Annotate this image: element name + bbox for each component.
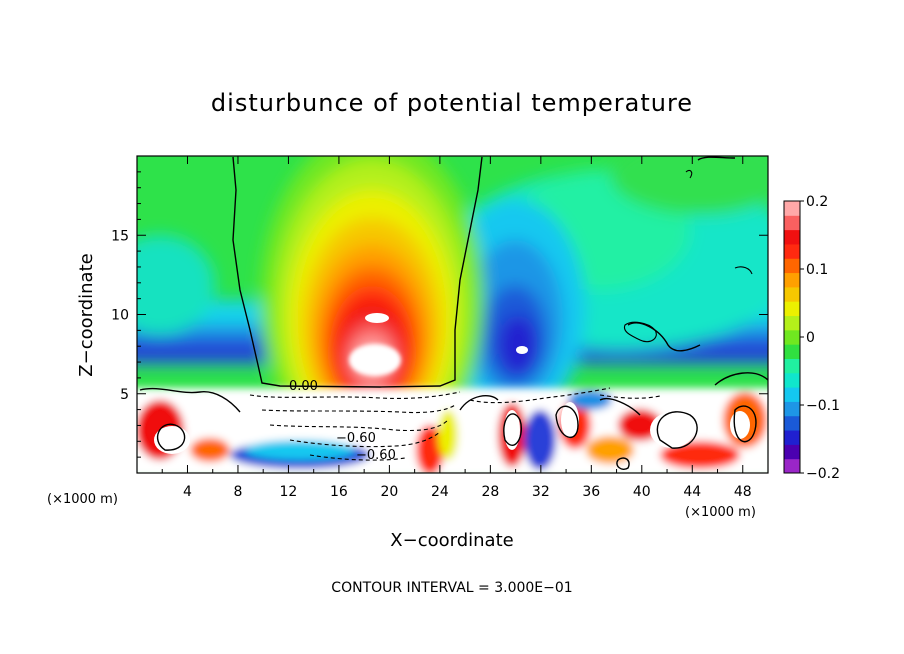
x-tick-label: 32: [532, 484, 550, 500]
colorbar-tick-label: −0.2: [806, 466, 840, 482]
x-tick-label: 36: [582, 484, 600, 500]
x-tick-label: 28: [481, 484, 499, 500]
contour-label-neg1: −0.60: [336, 431, 376, 446]
colorbar-swatch: [784, 387, 800, 402]
temperature-field: [137, 156, 768, 473]
contour-label-zero: 0.00: [289, 379, 318, 394]
colorbar-tick-label: 0: [806, 330, 815, 346]
colorbar-swatch: [784, 215, 800, 231]
contour-interval-note: CONTOUR INTERVAL = 3.000E−01: [331, 580, 572, 596]
x-unit-label-right: (×1000 m): [685, 505, 756, 520]
colorbar-tick-label: 0.2: [806, 194, 828, 210]
colorbar-swatch: [784, 201, 800, 216]
x-tick-label: 44: [683, 484, 701, 500]
x-tick-label: 12: [280, 484, 298, 500]
y-axis-label: Z−coordinate: [76, 253, 97, 376]
x-unit-label-left: (×1000 m): [47, 492, 118, 507]
colorbar-swatch: [784, 243, 800, 259]
colorbar-tick-label: −0.1: [806, 398, 840, 414]
colorbar-swatch: [784, 344, 800, 359]
colorbar-ticks: 0.2 0.1 0 −0.1 −0.2: [800, 194, 840, 482]
colorbar-swatch: [784, 258, 800, 274]
contour-label-neg2: −0.60: [356, 448, 396, 463]
colorbar: [783, 200, 801, 474]
y-axis-ticks: 5 10 15: [111, 171, 768, 458]
x-axis-ticks: 4 8 12 16 20 24 28 32 36 40 44 48: [161, 156, 752, 500]
x-tick-label: 40: [633, 484, 651, 500]
colorbar-swatch: [784, 301, 800, 317]
x-tick-label: 16: [330, 484, 348, 500]
colorbar-swatch: [784, 372, 800, 388]
x-tick-label: 8: [233, 484, 242, 500]
x-tick-label: 20: [380, 484, 398, 500]
y-tick-label: 15: [111, 228, 129, 244]
x-tick-label: 48: [734, 484, 752, 500]
x-tick-label: 24: [431, 484, 449, 500]
y-tick-label: 5: [120, 387, 129, 403]
colorbar-swatch: [784, 430, 800, 445]
x-tick-label: 4: [183, 484, 192, 500]
colorbar-tick-label: 0.1: [806, 262, 828, 278]
colorbar-swatch: [784, 458, 800, 474]
colorbar-swatch: [784, 329, 800, 345]
colorbar-swatch: [784, 229, 800, 245]
chart-title: disturbunce of potential temperature: [211, 89, 693, 117]
contour-labels: 0.00 −0.60 −0.60: [289, 379, 396, 463]
y-tick-label: 10: [111, 308, 129, 324]
colorbar-swatch: [784, 401, 800, 417]
colorbar-swatch: [784, 444, 800, 460]
x-axis-label: X−coordinate: [390, 530, 513, 551]
colorbar-swatch: [784, 286, 800, 302]
colorbar-swatch: [784, 358, 800, 374]
colorbar-swatch: [784, 272, 800, 288]
colorbar-swatch: [784, 315, 800, 331]
colorbar-swatch: [784, 415, 800, 431]
